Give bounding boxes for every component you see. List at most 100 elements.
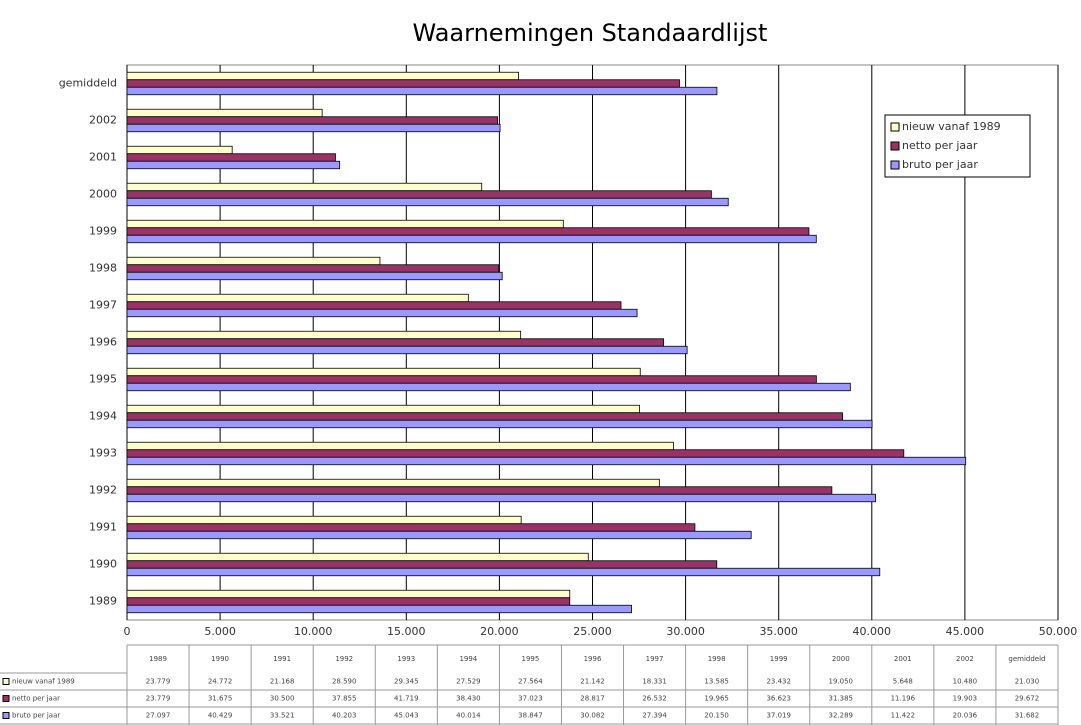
table-cell: 41.719: [394, 695, 419, 703]
y-tick-label: 1997: [89, 299, 117, 312]
y-tick-label: gemiddeld: [59, 77, 117, 90]
x-tick-label: 15.000: [387, 625, 426, 638]
legend-swatch: [890, 122, 900, 132]
table-cell: 38.430: [456, 695, 481, 703]
table-cell: 32.289: [829, 712, 854, 720]
chart-title: Waarnemingen Standaardlijst: [413, 19, 768, 47]
y-tick-label: 1989: [89, 595, 117, 608]
table-header: 1992: [335, 655, 353, 663]
table-cell: 40.429: [208, 712, 233, 720]
table-cell: 33.521: [270, 712, 295, 720]
table-header: 1998: [708, 655, 726, 663]
table-cell: 13.585: [704, 678, 729, 686]
bar: [126, 145, 233, 155]
y-tick-label: 2000: [89, 188, 117, 201]
bar: [126, 552, 589, 562]
y-tick-label: 1992: [89, 484, 117, 497]
legend-label: nieuw vanaf 1989: [902, 120, 1001, 133]
table-row-label: bruto per jaar: [12, 712, 60, 720]
bar: [126, 330, 522, 340]
y-tick-label: 1999: [89, 225, 117, 238]
x-tick-label: 40.000: [853, 625, 892, 638]
table-cell: 19.965: [704, 695, 729, 703]
table-header: 2002: [956, 655, 974, 663]
bar: [126, 515, 522, 525]
table-cell: 11.196: [891, 695, 916, 703]
bar: [126, 412, 843, 421]
table-cell: 28.817: [580, 695, 605, 703]
y-tick-label: 1996: [89, 336, 117, 349]
y-tick-label: 1990: [89, 558, 117, 571]
bar: [126, 219, 564, 229]
x-tick-label: 30.000: [666, 625, 705, 638]
y-tick-label: 2002: [89, 114, 117, 127]
table-header: 1995: [522, 655, 540, 663]
table-cell: 23.432: [766, 678, 791, 686]
table-cell: 27.529: [456, 678, 481, 686]
bar: [126, 456, 967, 466]
bar: [126, 264, 500, 273]
table-cell: 31.682: [1015, 712, 1040, 720]
table-header: 1996: [584, 655, 602, 663]
bar: [126, 493, 876, 503]
table-cell: 31.385: [829, 695, 854, 703]
table-cell: 23.779: [146, 678, 171, 686]
table-cell: 29.672: [1015, 695, 1040, 703]
table-cell: 30.500: [270, 695, 295, 703]
table-cell: 40.014: [456, 712, 481, 720]
bar: [126, 86, 718, 96]
bar: [126, 190, 712, 199]
bar: [126, 530, 752, 540]
bar: [126, 293, 469, 303]
bar: [126, 308, 638, 318]
table-header: 2000: [832, 655, 850, 663]
table-cell: 37.019: [766, 712, 791, 720]
table-swatch: [2, 678, 10, 685]
table-header: gemiddeld: [1008, 655, 1045, 663]
table-cell: 27.564: [518, 678, 543, 686]
bar: [126, 116, 498, 125]
table-cell: 27.394: [642, 712, 667, 720]
table-cell: 45.043: [394, 712, 419, 720]
table-cell: 20.150: [704, 712, 729, 720]
bar: [126, 338, 664, 347]
table-cell: 21.030: [1015, 678, 1040, 686]
bar: [126, 123, 501, 133]
table-cell: 27.097: [146, 712, 171, 720]
table-cell: 21.142: [580, 678, 605, 686]
table-cell: 37.855: [332, 695, 357, 703]
bar: [126, 589, 571, 599]
y-tick-label: 1991: [89, 521, 117, 534]
table-cell: 28.590: [332, 678, 357, 686]
table-swatch: [2, 695, 10, 702]
y-tick-label: 1994: [89, 410, 117, 423]
bar: [126, 419, 873, 429]
bar: [126, 71, 519, 81]
table-cell: 40.203: [332, 712, 357, 720]
bar: [126, 367, 641, 377]
table-cell: 20.036: [953, 712, 978, 720]
bar: [126, 160, 341, 170]
table-cell: 26.532: [642, 695, 667, 703]
table-cell: 19.050: [829, 678, 854, 686]
table-cell: 29.345: [394, 678, 419, 686]
table-header: 1990: [211, 655, 229, 663]
legend-swatch: [890, 160, 900, 170]
y-tick-label: 2001: [89, 151, 117, 164]
table-header: 1994: [459, 655, 477, 663]
bar: [126, 404, 640, 414]
table-cell: 38.847: [518, 712, 543, 720]
bar: [126, 560, 718, 569]
bar: [126, 597, 571, 606]
x-tick-label: 10.000: [294, 625, 333, 638]
table-header: 1997: [646, 655, 664, 663]
table-cell: 5.648: [893, 678, 913, 686]
bar: [126, 79, 680, 88]
table-header: 1989: [149, 655, 167, 663]
table-row-label: netto per jaar: [12, 695, 60, 703]
x-tick-label: 45.000: [946, 625, 985, 638]
table-header: 1993: [397, 655, 415, 663]
legend-swatch: [890, 141, 900, 151]
table-cell: 36.623: [766, 695, 791, 703]
